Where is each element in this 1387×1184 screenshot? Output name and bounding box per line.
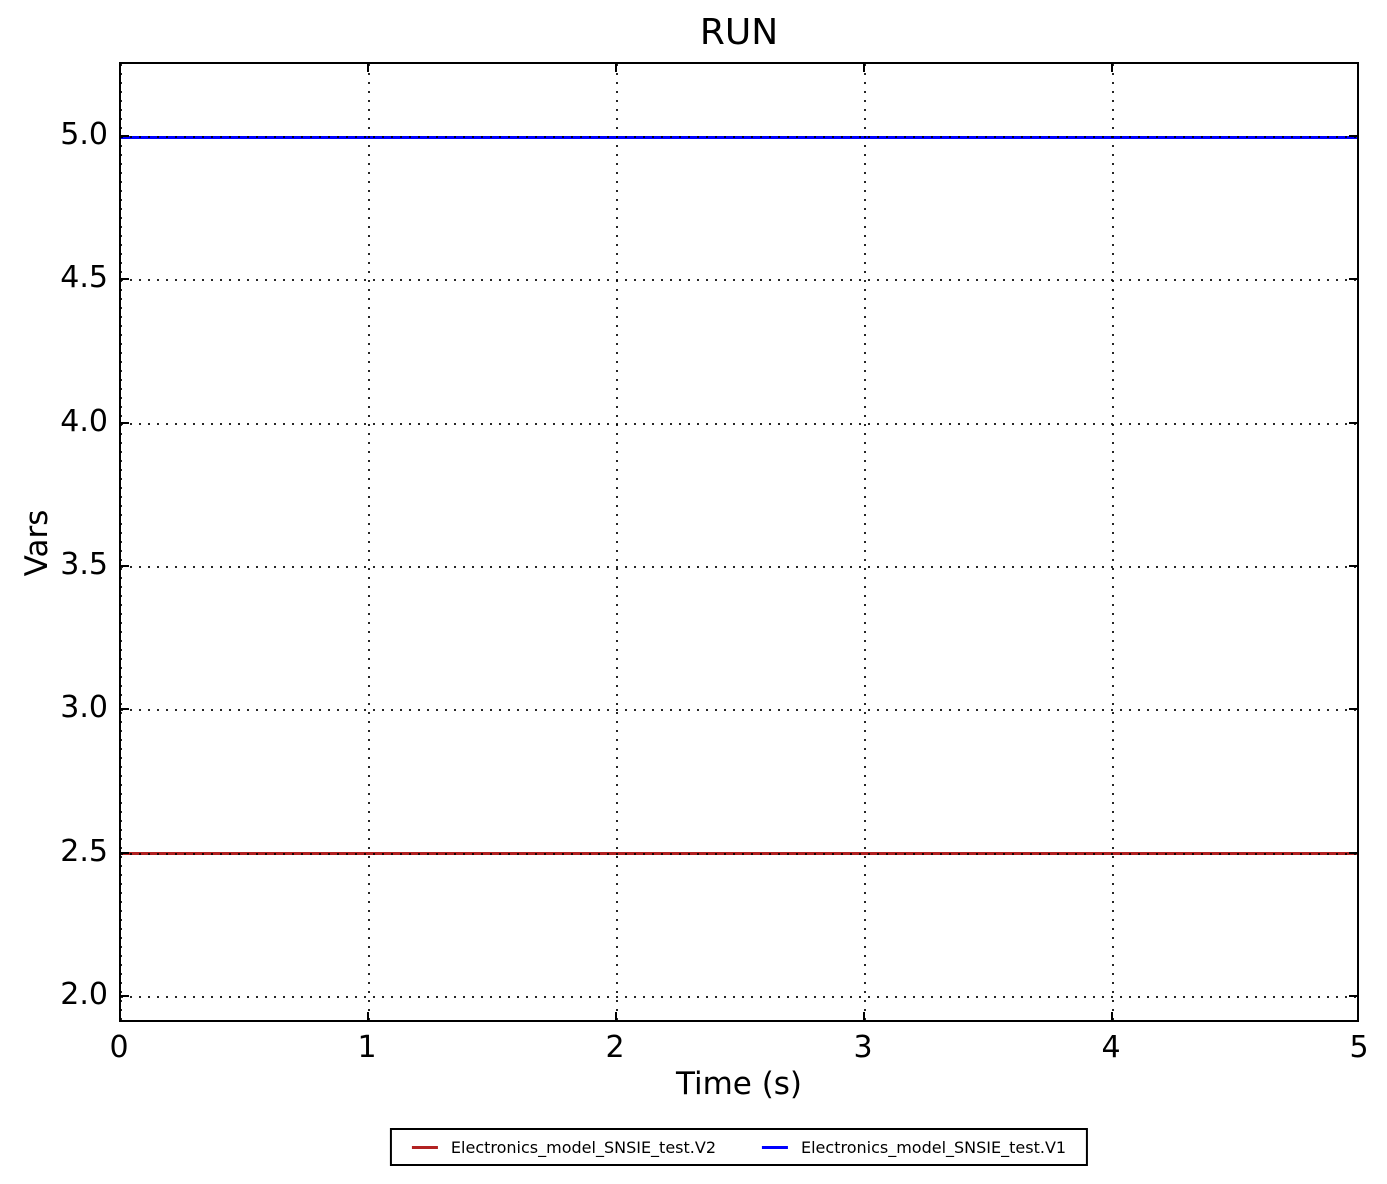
horizontal-gridline <box>121 566 1357 569</box>
y-axis-tick <box>121 851 129 854</box>
y-tick-label: 3.5 <box>60 547 108 583</box>
y-axis-tick-right <box>1349 565 1357 568</box>
x-axis-tick-top <box>1111 64 1113 72</box>
y-tick-label: 4.0 <box>60 403 108 439</box>
x-axis-tick-top <box>367 64 369 72</box>
y-axis-tick <box>121 278 129 281</box>
x-axis-label: Time (s) <box>675 1066 803 1102</box>
x-axis-tick <box>119 1012 121 1020</box>
legend-label: Electronics_model_SNSIE_test.V1 <box>801 1137 1067 1157</box>
vertical-gridline <box>864 64 866 1020</box>
horizontal-gridline <box>121 136 1357 139</box>
vertical-gridline <box>616 64 618 1020</box>
x-axis-tick-top <box>119 64 121 72</box>
legend-line-swatch <box>762 1145 788 1149</box>
y-axis-tick-right <box>1349 278 1357 281</box>
x-axis-tick <box>1111 1012 1113 1020</box>
y-axis-tick <box>121 135 129 138</box>
x-tick-label: 2 <box>605 1030 625 1065</box>
legend: Electronics_model_SNSIE_test.V2 Electroni… <box>389 1128 1089 1166</box>
vertical-gridline <box>121 64 122 1020</box>
x-tick-label: 1 <box>357 1030 377 1065</box>
y-axis-tick-right <box>1349 851 1357 854</box>
y-axis-tick <box>121 995 129 998</box>
x-axis-tick-top <box>863 64 865 72</box>
y-tick-label: 5.0 <box>60 117 108 153</box>
y-axis-tick-right <box>1349 135 1357 138</box>
y-axis-tick-right <box>1349 995 1357 998</box>
legend-item-2: Electronics_model_SNSIE_test.V1 <box>762 1138 1066 1157</box>
y-tick-label: 2.5 <box>60 833 108 869</box>
y-axis-tick <box>121 708 129 711</box>
legend-item-1: Electronics_model_SNSIE_test.V2 <box>411 1137 716 1157</box>
horizontal-gridline <box>121 996 1357 999</box>
x-tick-label: 3 <box>853 1030 873 1065</box>
horizontal-gridline <box>121 279 1357 282</box>
vertical-gridline <box>1112 64 1114 1020</box>
y-tick-label: 3.0 <box>60 690 108 726</box>
y-tick-label: 2.0 <box>60 977 108 1013</box>
y-axis-tick <box>121 421 129 424</box>
x-axis-tick <box>863 1012 865 1020</box>
x-axis-tick-top <box>615 64 617 72</box>
plot-area <box>119 62 1359 1022</box>
legend-label: Electronics_model_SNSIE_test.V2 <box>450 1137 716 1157</box>
x-tick-label: 5 <box>1349 1030 1369 1065</box>
x-axis-tick <box>615 1012 617 1020</box>
x-tick-label: 0 <box>109 1030 129 1065</box>
vertical-gridline <box>368 64 370 1020</box>
y-axis-tick-right <box>1349 421 1357 424</box>
chart-title: RUN <box>699 12 779 53</box>
x-tick-label: 4 <box>1101 1030 1121 1065</box>
horizontal-gridline <box>121 422 1357 425</box>
horizontal-gridline <box>121 709 1357 712</box>
x-axis-tick <box>367 1012 369 1020</box>
y-tick-label: 4.5 <box>60 260 108 296</box>
legend-line-swatch <box>411 1145 438 1149</box>
y-axis-tick-right <box>1349 708 1357 711</box>
horizontal-gridline <box>121 852 1357 855</box>
y-axis-tick <box>121 565 129 568</box>
